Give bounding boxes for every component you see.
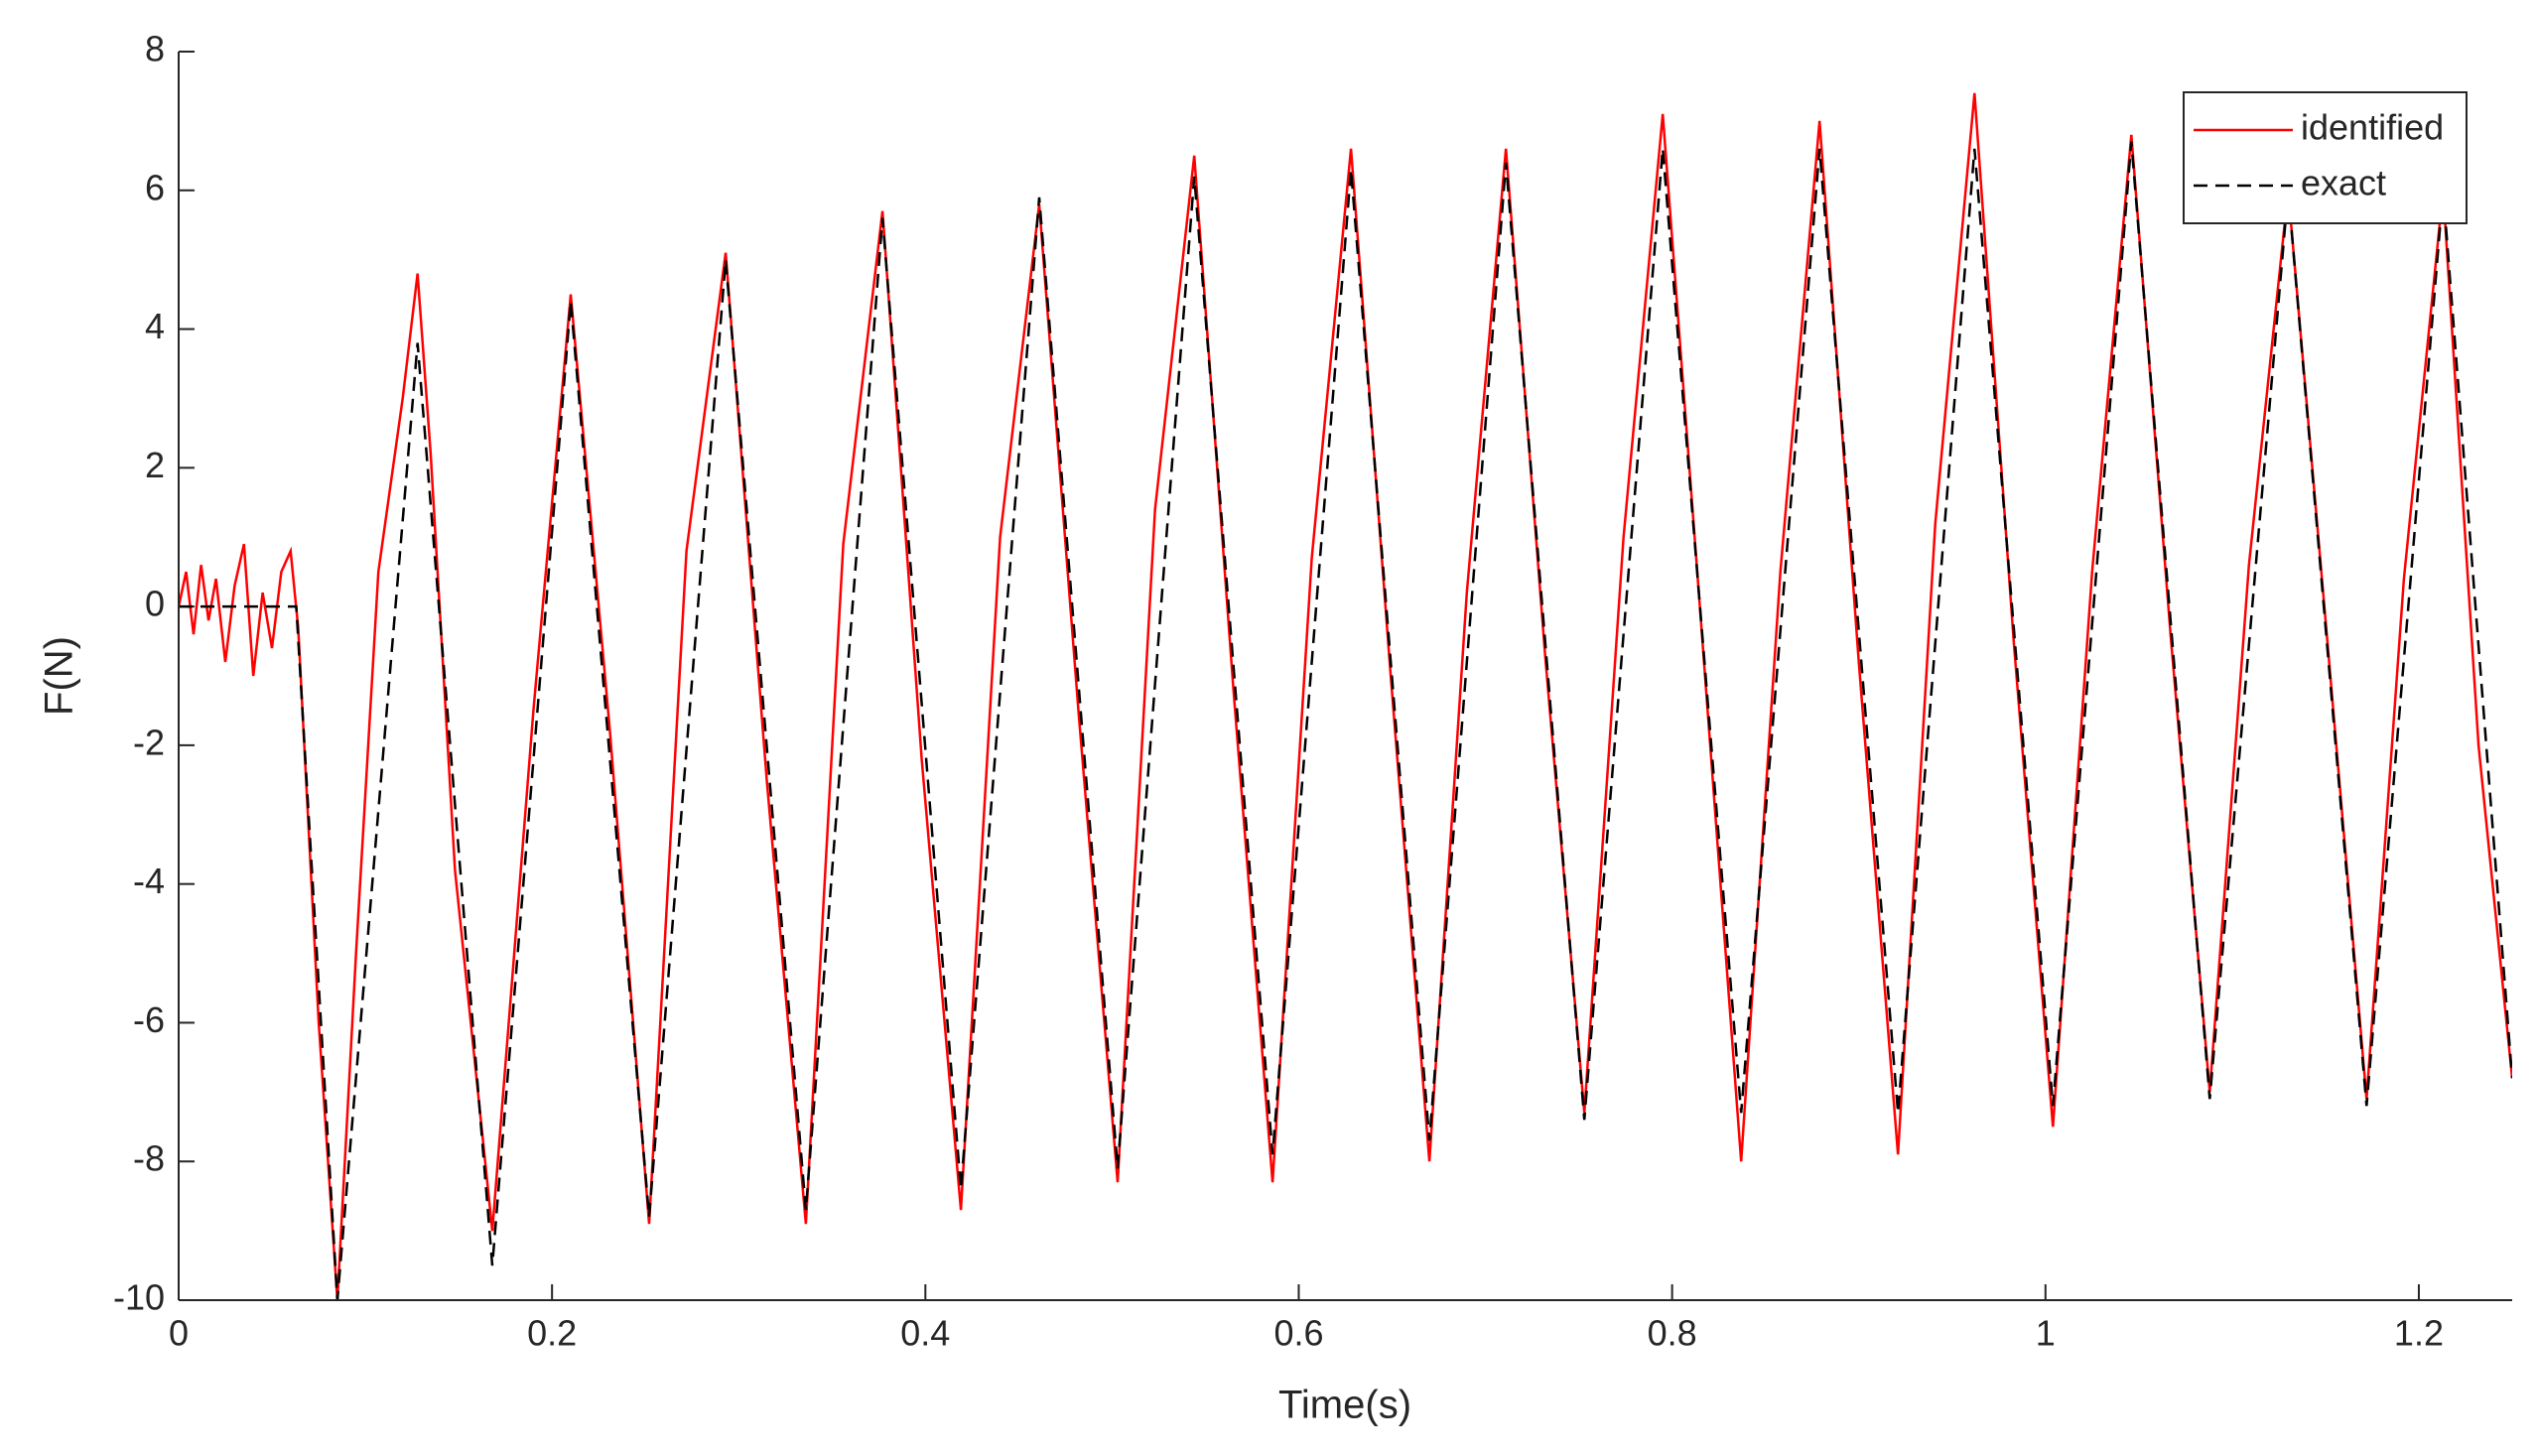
x-tick-label: 1 bbox=[2036, 1313, 2056, 1354]
y-axis-label: F(N) bbox=[38, 636, 81, 716]
y-tick-label: 6 bbox=[145, 167, 165, 207]
x-tick-label: 0.6 bbox=[1273, 1313, 1323, 1354]
y-tick-label: -6 bbox=[133, 999, 165, 1040]
y-tick-label: -2 bbox=[133, 722, 165, 762]
legend-label: exact bbox=[2301, 163, 2386, 203]
x-tick-label: 0.2 bbox=[527, 1313, 577, 1354]
x-tick-label: 0 bbox=[169, 1313, 189, 1354]
y-tick-label: -4 bbox=[133, 860, 165, 901]
y-tick-label: 0 bbox=[145, 584, 165, 624]
y-tick-label: -8 bbox=[133, 1138, 165, 1179]
series-line bbox=[179, 141, 2512, 1300]
y-tick-label: 8 bbox=[145, 29, 165, 69]
legend-label: identified bbox=[2301, 107, 2444, 148]
y-tick-label: 4 bbox=[145, 306, 165, 346]
series-line bbox=[179, 92, 2512, 1300]
y-tick-label: -10 bbox=[113, 1277, 165, 1318]
x-axis-label: Time(s) bbox=[1278, 1384, 1411, 1427]
y-tick-label: 2 bbox=[145, 445, 165, 485]
plot-area bbox=[179, 52, 2512, 1300]
legend-box bbox=[2183, 91, 2468, 224]
x-tick-label: 1.2 bbox=[2394, 1313, 2444, 1354]
x-tick-label: 0.4 bbox=[900, 1313, 950, 1354]
x-tick-label: 0.8 bbox=[1648, 1313, 1697, 1354]
